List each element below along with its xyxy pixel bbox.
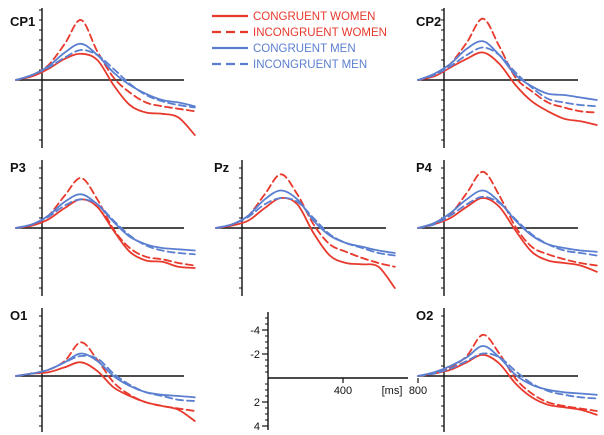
scale-y-tick-label: -2 [250,349,260,361]
panel-label: CP1 [10,14,35,29]
scale-axis: -4 -2 2 4 400 800 [ms] [250,312,427,433]
panel-label: P4 [416,160,433,175]
series-line-congruent-women [417,353,598,416]
panel-label: P3 [10,160,26,175]
scale-y-tick-label: 2 [254,397,260,409]
series-line-incongruent-men [15,49,196,109]
series-line-incongruent-men [15,198,196,256]
panel-cp1: CP1 [10,8,196,148]
scale-x-tick-label: 800 [409,385,427,397]
panel-p4: P4 [416,160,598,296]
legend-label: INCONGRUENT WOMEN [253,27,387,39]
series-line-congruent-men [15,352,196,399]
panel-label: O1 [10,308,27,323]
series-line-congruent-men [215,189,396,254]
series-line-congruent-men [15,42,196,108]
series-line-incongruent-men [215,197,396,257]
series-line-congruent-women [15,198,196,269]
scale-x-unit: [ms] [382,385,403,397]
series-line-congruent-women [15,361,196,422]
scale-y-tick-label: -4 [250,325,260,337]
panel-p3: P3 [10,160,196,296]
series-line-incongruent-women [15,19,196,113]
legend-label: CONGRUENT WOMEN [253,11,375,23]
legend: CONGRUENT WOMEN INCONGRUENT WOMEN CONGRUEN… [212,11,387,71]
panel-label: CP2 [416,14,441,29]
series-line-congruent-men [417,345,598,396]
series-line-congruent-men [417,40,598,101]
legend-label: INCONGRUENT MEN [253,59,367,71]
panel-o1: O1 [10,308,196,432]
panel-pz: Pz [214,160,396,296]
panel-label: O2 [416,308,433,323]
series-line-incongruent-men [417,46,598,108]
scale-x-tick-label: 400 [334,385,352,397]
series-line-congruent-women [15,52,196,136]
series-line-incongruent-women [15,341,196,412]
series-line-incongruent-men [417,195,598,257]
panel-cp2: CP2 [416,8,598,148]
panel-o2: O2 [416,308,598,432]
series-line-congruent-women [417,51,598,126]
series-line-congruent-women [215,196,396,289]
series-line-congruent-women [417,197,598,273]
scale-y-tick-label: 4 [254,421,260,433]
legend-label: CONGRUENT MEN [253,43,356,55]
panel-label: Pz [214,160,230,175]
